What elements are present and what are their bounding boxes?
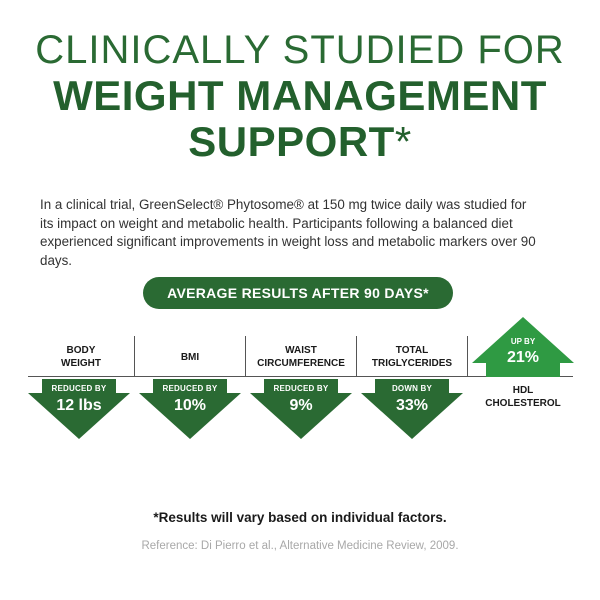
- headline-asterisk: *: [394, 118, 412, 165]
- metric-value: 21%: [506, 349, 540, 366]
- up-arrow-icon: [472, 317, 574, 377]
- metric-label-hdl: HDL CHOLESTEROL: [485, 385, 561, 409]
- metric-label-text: BMI: [180, 351, 200, 363]
- metric-value: 33%: [395, 397, 429, 414]
- metric-label-text: TOTAL TRIGLYCERIDES: [371, 345, 453, 369]
- metric-label-body-weight: BODY WEIGHT: [28, 338, 134, 376]
- headline-line-3-text: SUPPORT: [188, 118, 395, 165]
- metric-value: 9%: [289, 397, 313, 414]
- headline-line-1: CLINICALLY STUDIED FOR: [35, 28, 565, 72]
- divider: [467, 336, 468, 376]
- metric-value: 10%: [173, 397, 207, 414]
- direction-label: REDUCED BY: [51, 384, 107, 393]
- results-disclaimer: *Results will vary based on individual f…: [153, 510, 447, 525]
- metric-label-triglycerides: TOTAL TRIGLYCERIDES: [357, 338, 467, 376]
- headline-line-3: SUPPORT*: [0, 118, 600, 166]
- metric-label-bmi: BMI: [135, 338, 245, 376]
- down-arrow-icon: [28, 379, 130, 439]
- divider: [245, 336, 246, 376]
- metric-label-text: WAIST CIRCUMFERENCE: [257, 345, 345, 369]
- divider: [356, 336, 357, 376]
- metric-label-text: BODY WEIGHT: [61, 345, 101, 369]
- baseline-rule: [28, 376, 573, 377]
- direction-label: UP BY: [510, 337, 536, 346]
- divider: [134, 336, 135, 376]
- down-arrow-icon: [361, 379, 463, 439]
- direction-label: DOWN BY: [391, 384, 433, 393]
- direction-label: REDUCED BY: [273, 384, 329, 393]
- intro-paragraph: In a clinical trial, GreenSelect® Phytos…: [40, 197, 536, 268]
- headline-line-2: WEIGHT MANAGEMENT: [53, 72, 547, 119]
- metric-value: 12 lbs: [56, 397, 102, 414]
- direction-label: REDUCED BY: [162, 384, 218, 393]
- metric-label-waist: WAIST CIRCUMFERENCE: [246, 338, 356, 376]
- results-banner: AVERAGE RESULTS AFTER 90 DAYS*: [143, 277, 453, 309]
- reference-citation: Reference: Di Pierro et al., Alternative…: [141, 540, 459, 552]
- down-arrow-icon: [250, 379, 352, 439]
- down-arrow-icon: [139, 379, 241, 439]
